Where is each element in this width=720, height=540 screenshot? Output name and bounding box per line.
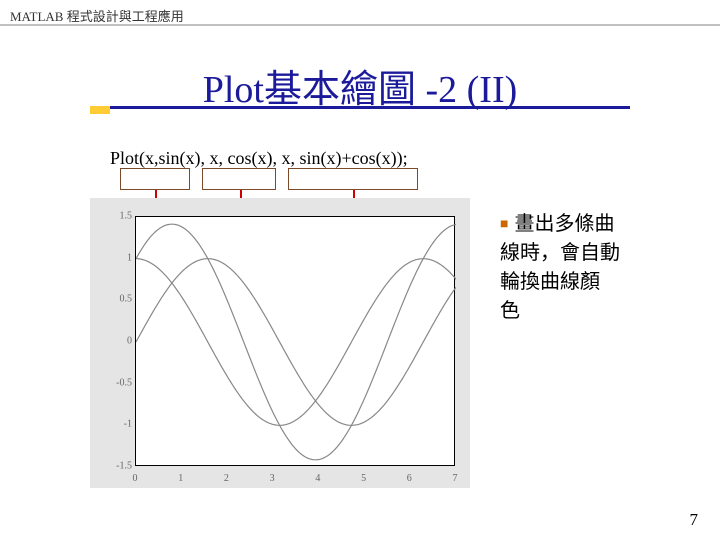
y-tick-label: 1.5 xyxy=(102,211,132,222)
curve-path xyxy=(136,259,456,426)
curve-path xyxy=(136,224,456,460)
x-tick-label: 0 xyxy=(133,473,138,484)
bullet-icon: ■ xyxy=(500,217,508,232)
code-box xyxy=(202,168,276,190)
x-tick-label: 2 xyxy=(224,473,229,484)
curve-path xyxy=(136,259,456,426)
y-tick-label: -0.5 xyxy=(102,377,132,388)
code-snippet: Plot(x,sin(x), x, cos(x), x, sin(x)+cos(… xyxy=(110,148,408,169)
x-tick-label: 7 xyxy=(453,473,458,484)
page-number: 7 xyxy=(690,510,699,530)
x-tick-label: 1 xyxy=(178,473,183,484)
code-box xyxy=(120,168,190,190)
note-line-4: 色 xyxy=(500,300,520,322)
note-line-3: 輪換曲線顏 xyxy=(500,271,600,293)
note-line-1: 畫出多條曲 xyxy=(514,213,614,235)
title-underline xyxy=(90,106,630,109)
y-tick-label: -1.5 xyxy=(102,461,132,472)
title-wrap: Plot基本繪圖 -2 (II) xyxy=(0,58,720,113)
note-line-2: 線時，會自動 xyxy=(500,242,620,264)
header-underline xyxy=(0,24,720,26)
x-tick-label: 5 xyxy=(361,473,366,484)
curves-svg xyxy=(136,217,456,467)
x-tick-label: 3 xyxy=(270,473,275,484)
code-box xyxy=(288,168,418,190)
plot-area xyxy=(135,216,455,466)
chart-frame: 1.5 1 0.5 0 -0.5 -1 -1.5 0 1 2 3 4 5 6 7 xyxy=(90,198,470,488)
x-tick-label: 4 xyxy=(315,473,320,484)
title-accent xyxy=(90,106,110,114)
x-tick-label: 6 xyxy=(407,473,412,484)
y-tick-label: 1 xyxy=(102,252,132,263)
page-title: Plot基本繪圖 -2 (II) xyxy=(203,58,518,113)
y-tick-label: 0.5 xyxy=(102,294,132,305)
note-text: ■ 畫出多條曲 線時，會自動 輪換曲線顏 色 xyxy=(500,210,690,326)
header-text: MATLAB 程式設計與工程應用 xyxy=(10,6,184,25)
y-tick-label: 0 xyxy=(102,336,132,347)
y-tick-label: -1 xyxy=(102,419,132,430)
